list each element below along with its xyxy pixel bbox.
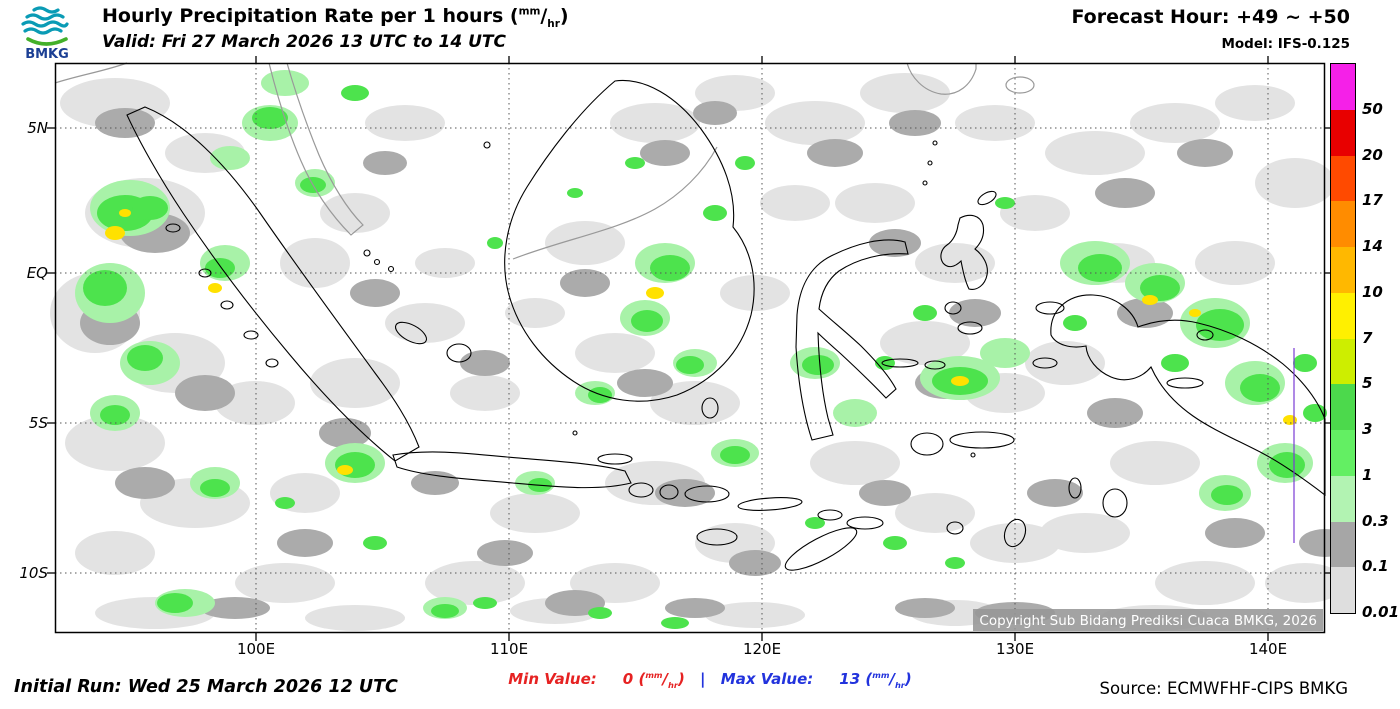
min-value: 0 xyxy=(622,670,634,688)
legend-label: 20 xyxy=(1362,145,1383,164)
legend-segment xyxy=(1331,521,1355,568)
legend-segment xyxy=(1331,430,1355,476)
max-value: 13 xyxy=(839,670,861,688)
lon-label-140e: 140E xyxy=(1248,640,1288,658)
legend-segment xyxy=(1331,567,1355,613)
page-title: Hourly Precipitation Rate per 1 hours (m… xyxy=(102,5,569,30)
legend-label: 10 xyxy=(1362,282,1383,301)
lat-label-5n: 5N xyxy=(27,119,48,137)
valid-time-label: Valid: Fri 27 March 2026 13 UTC to 14 UT… xyxy=(102,32,506,52)
coastlines-indonesia xyxy=(126,79,1326,571)
min-value-label: Min Value: xyxy=(508,670,597,688)
legend-label: 3 xyxy=(1362,420,1373,438)
legend-label: 0.01 xyxy=(1362,603,1400,621)
lat-label-5s: 5S xyxy=(28,414,48,432)
minmax-line: Min Value: 0 (mm/hr) | Max Value: 13 (mm/h… xyxy=(440,670,980,690)
legend-bar xyxy=(1330,63,1356,614)
lat-label-eq: EQ xyxy=(26,264,48,282)
bmkg-logo: BMKG xyxy=(10,2,98,62)
legend-label: 5 xyxy=(1362,374,1373,393)
initial-run-label: Initial Run: Wed 25 March 2026 12 UTC xyxy=(14,677,398,697)
precip-layer-0p1 xyxy=(80,101,1351,624)
lon-label-100e: 100E xyxy=(236,640,276,658)
forecast-hour-label: Forecast Hour: +49 ~ +50 xyxy=(1071,6,1350,28)
legend-segment xyxy=(1331,247,1355,293)
legend-segment xyxy=(1331,338,1355,385)
legend-label: 0.1 xyxy=(1362,557,1389,576)
legend-label: 1 xyxy=(1362,465,1373,484)
legend-segment xyxy=(1331,155,1355,202)
precip-layer-yellow xyxy=(105,209,1297,475)
lon-label-110e: 110E xyxy=(489,640,529,658)
color-scale-legend: 50 20 17 14 10 7 5 3 1 0.3 0.1 0.01 xyxy=(1330,63,1400,623)
bmkg-logo-graphic: BMKG xyxy=(21,6,69,62)
legend-segment xyxy=(1331,384,1355,430)
source-label: Source: ECMWFHF-CIPS BMKG xyxy=(1099,679,1348,698)
graticule xyxy=(55,63,1325,633)
lat-label-10s: 10S xyxy=(19,564,48,582)
map-canvas: Copyright Sub Bidang Prediksi Cuaca BMKG… xyxy=(47,56,1351,641)
model-label: Model: IFS-0.125 xyxy=(1221,36,1350,52)
precipitation-map: Copyright Sub Bidang Prediksi Cuaca BMKG… xyxy=(47,56,1351,641)
map-frame xyxy=(54,62,1326,634)
legend-label: 7 xyxy=(1362,328,1373,347)
axis-ticks xyxy=(47,56,1333,641)
coastlines-foreign xyxy=(54,62,1035,260)
legend-segment xyxy=(1331,64,1355,110)
bmkg-logo-text: BMKG xyxy=(25,47,69,62)
legend-label: 50 xyxy=(1362,99,1383,118)
legend-segment xyxy=(1331,475,1355,522)
min-value-unit: (mm/hr) xyxy=(638,670,685,690)
legend-label: 14 xyxy=(1362,237,1383,255)
precip-layer-1 xyxy=(83,85,1327,629)
legend-segment xyxy=(1331,292,1355,339)
minmax-separator: | xyxy=(700,670,706,688)
copyright-band: Copyright Sub Bidang Prediksi Cuaca BMKG… xyxy=(973,609,1323,631)
legend-label: 17 xyxy=(1362,191,1383,210)
legend-segment xyxy=(1331,201,1355,247)
legend-segment xyxy=(1331,109,1355,156)
max-value-label: Max Value: xyxy=(720,670,814,688)
lon-label-130e: 130E xyxy=(995,640,1035,658)
lon-label-120e: 120E xyxy=(742,640,782,658)
legend-label: 0.3 xyxy=(1362,511,1389,530)
max-value-unit: (mm/hr) xyxy=(865,670,912,690)
copyright-text: Copyright Sub Bidang Prediksi Cuaca BMKG… xyxy=(979,613,1317,629)
